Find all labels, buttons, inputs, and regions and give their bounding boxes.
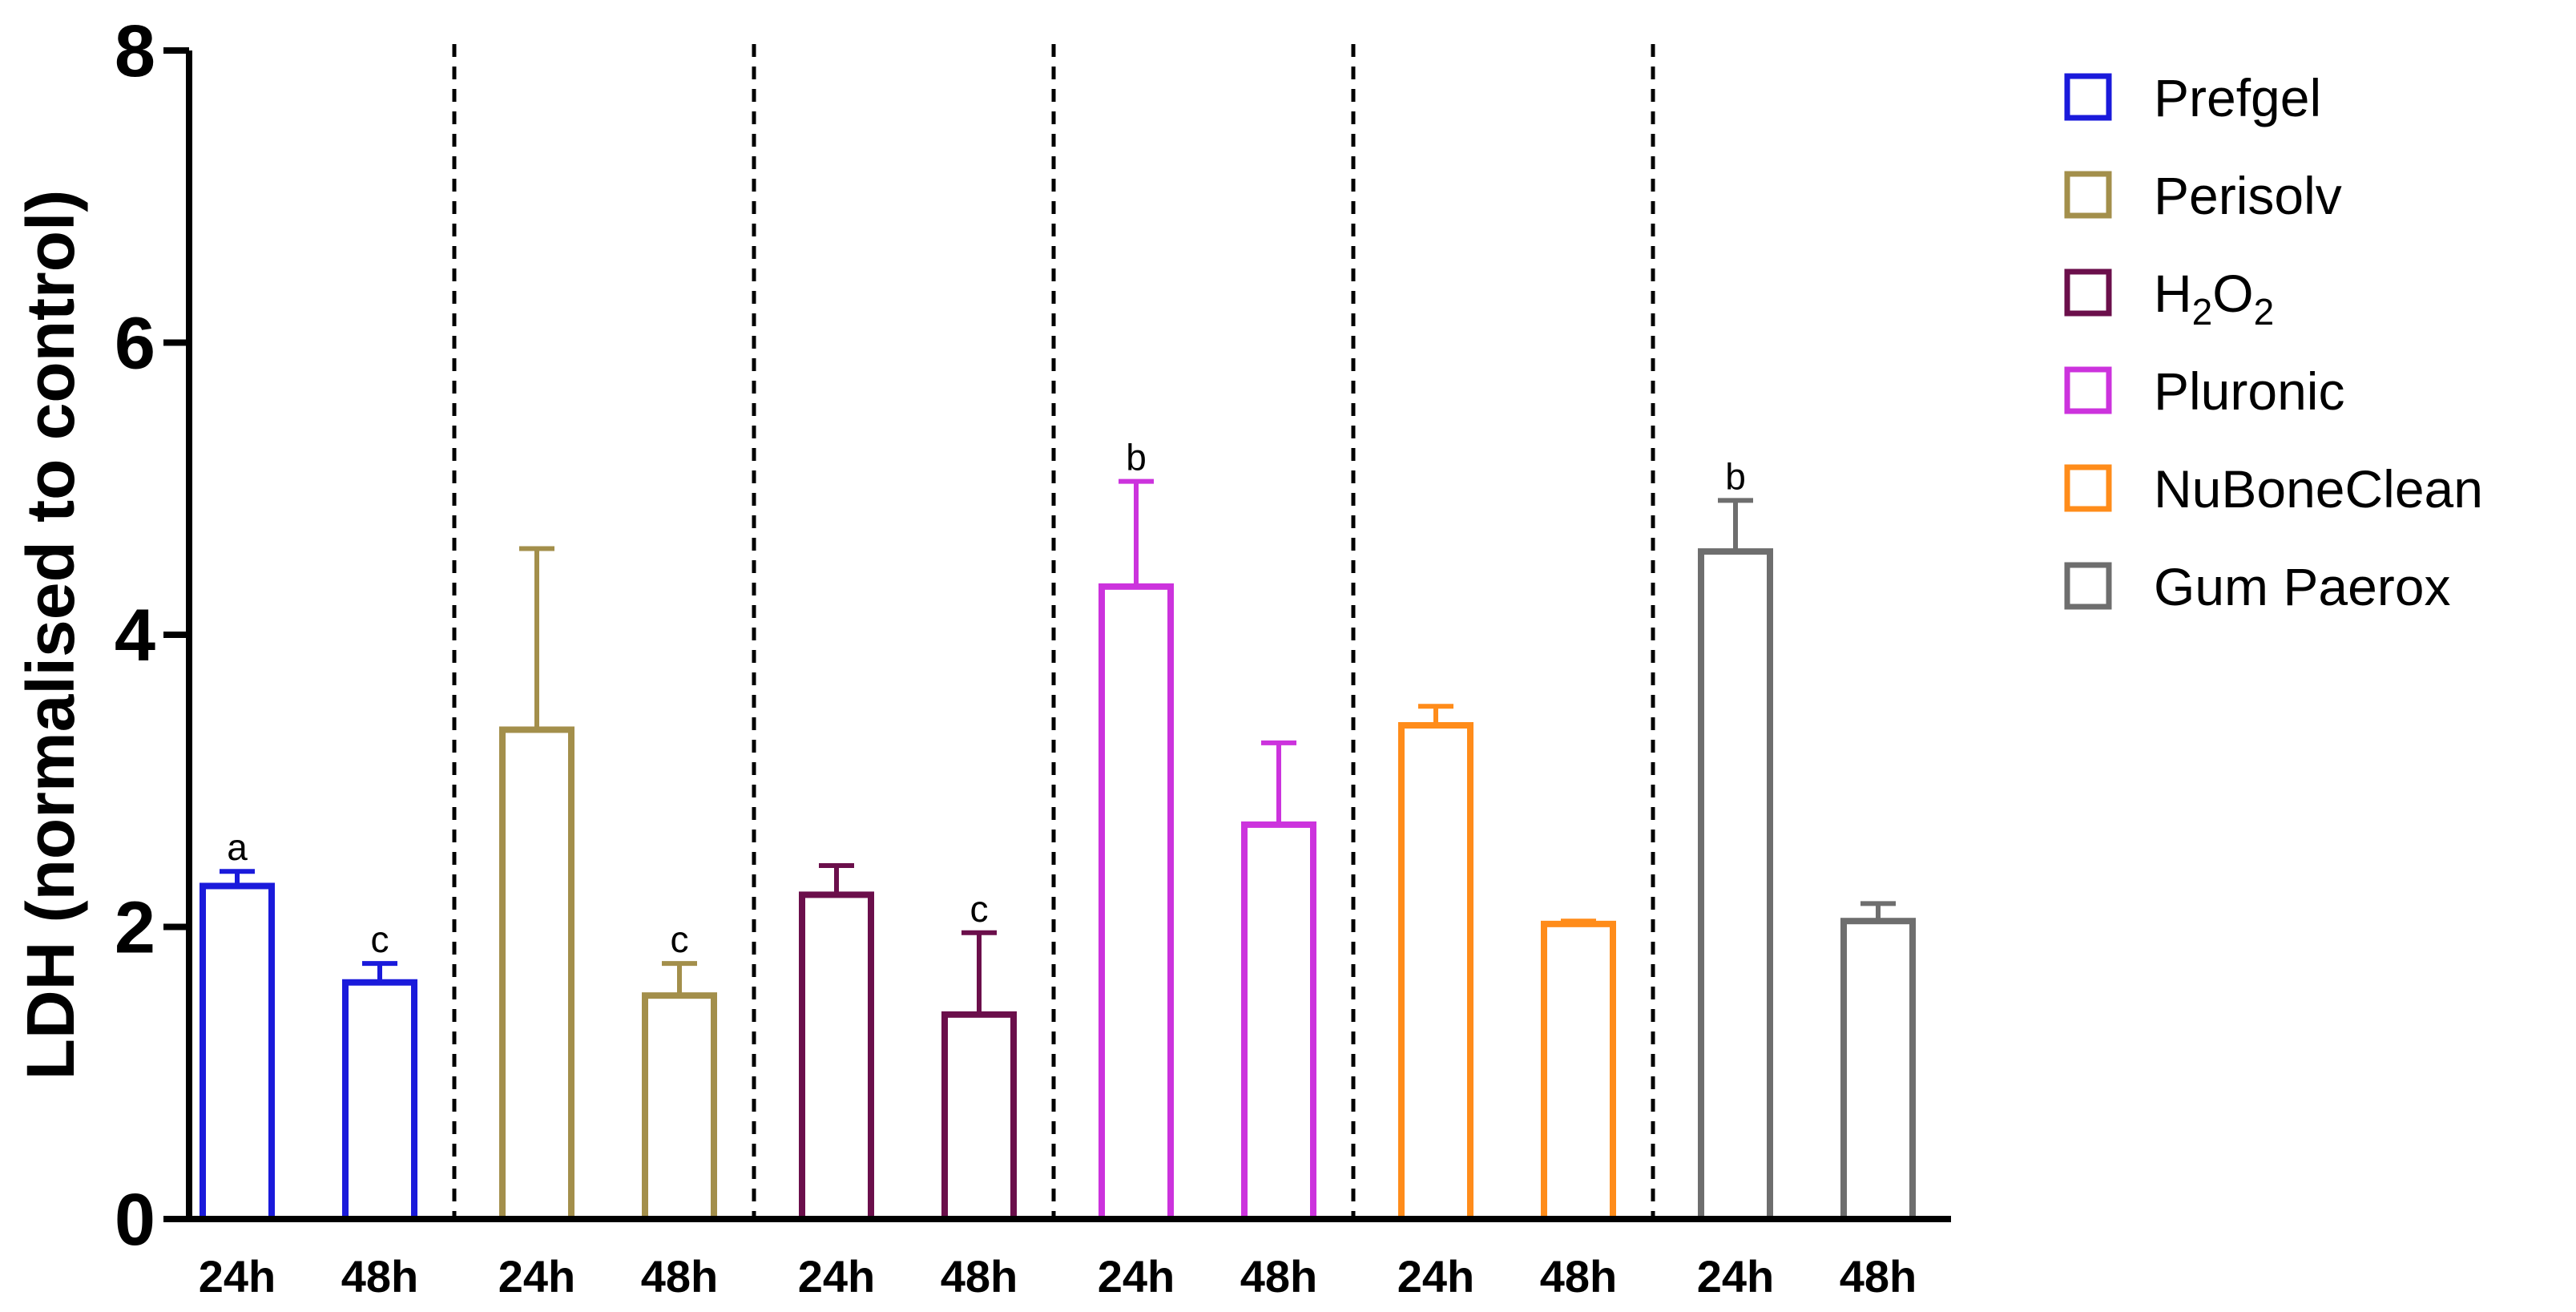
x-category-label: 24h: [1098, 1251, 1175, 1302]
significance-label: b: [1725, 455, 1746, 497]
legend-swatch: [2064, 268, 2112, 317]
y-tick-label: 2: [115, 887, 155, 969]
legend-label: NuBoneClean: [2154, 459, 2483, 519]
x-category-label: 48h: [341, 1251, 419, 1302]
legend-label: Perisolv: [2154, 166, 2342, 225]
bar-perisolv-24h: [499, 726, 574, 1222]
legend-swatch: [2064, 464, 2112, 512]
x-category-label: 24h: [798, 1251, 876, 1302]
x-category-label: 48h: [1240, 1251, 1318, 1302]
bar-h2o2-24h: [799, 891, 874, 1223]
legend: Prefgel Perisolv H2O2 Pluronic NuBoneClean Gu…: [2064, 68, 2483, 616]
x-category-label: 48h: [941, 1251, 1018, 1302]
x-category-label: 24h: [1397, 1251, 1475, 1302]
significance-label: c: [970, 888, 989, 930]
legend-swatch: [2064, 171, 2112, 219]
bar-nuboneclean-24h: [1398, 721, 1473, 1222]
legend-swatch: [2064, 562, 2112, 610]
y-axis-label: LDH (normalised to control): [13, 190, 88, 1080]
x-category-label: 24h: [1697, 1251, 1775, 1302]
significance-label: b: [1126, 437, 1147, 478]
legend-label: H2O2: [2154, 264, 2274, 333]
legend-label: Gum Paerox: [2154, 557, 2450, 616]
bar-pluronic-48h: [1241, 821, 1316, 1223]
bar-pluronic-24h: [1099, 583, 1174, 1222]
significance-label: c: [671, 918, 689, 960]
bar-nuboneclean-48h: [1541, 920, 1616, 1222]
legend-swatch: [2064, 366, 2112, 414]
legend-swatch: [2064, 73, 2112, 121]
y-ticks: 0 2 4 6 8: [115, 10, 189, 1261]
x-category-labels: 24h 48h 24h 48h 24h 48h 24h 48h 24h 48h 24h 48h: [199, 1251, 1917, 1302]
y-tick-label: 0: [115, 1179, 155, 1261]
legend-label: Pluronic: [2154, 361, 2344, 421]
x-category-label: 48h: [1540, 1251, 1618, 1302]
bar-prefgel-48h: [342, 979, 417, 1222]
bar-gum-paerox-24h: [1698, 548, 1773, 1222]
bar-h2o2-48h: [941, 1011, 1017, 1222]
x-category-label: 24h: [199, 1251, 276, 1302]
bars-layer: a c c c b b: [200, 437, 1916, 1223]
x-category-label: 48h: [641, 1251, 719, 1302]
y-tick-label: 4: [115, 595, 155, 676]
group-separators: [452, 44, 1655, 1219]
y-tick-label: 8: [115, 10, 155, 92]
bar-gum-paerox-48h: [1840, 918, 1916, 1222]
significance-label: c: [371, 918, 389, 960]
bar-prefgel-24h: [200, 882, 275, 1222]
y-tick-label: 6: [115, 303, 155, 385]
axes-layer: [186, 50, 1951, 1222]
x-category-label: 48h: [1840, 1251, 1917, 1302]
significance-label: a: [227, 826, 248, 868]
legend-label: Prefgel: [2154, 68, 2321, 127]
bar-perisolv-48h: [642, 992, 717, 1222]
x-category-label: 24h: [498, 1251, 576, 1302]
